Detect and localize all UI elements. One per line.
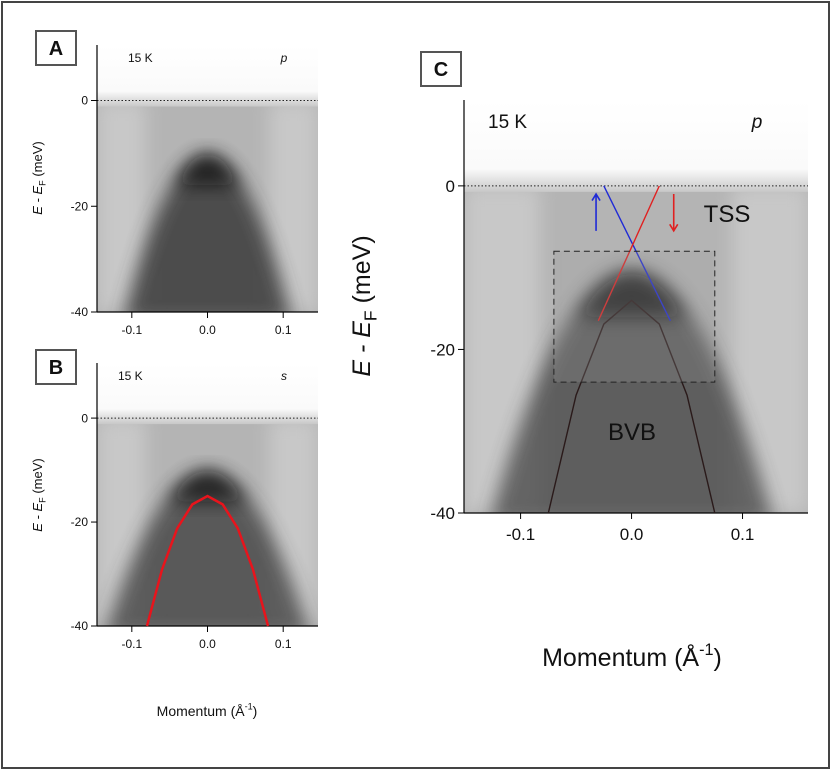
- y-title-unit: (meV): [30, 141, 45, 180]
- x-title-main: Momentum (Å: [542, 642, 699, 672]
- x-title-end: ): [253, 703, 258, 719]
- band-core: [168, 470, 247, 502]
- x-title-main: Momentum (Å: [157, 703, 246, 719]
- y-axis-title: E - EF (meV): [30, 458, 47, 531]
- y-title-unit: (meV): [30, 458, 45, 497]
- y-tick-label: -20: [430, 340, 455, 359]
- spin-arrow-down: [669, 194, 679, 233]
- above-fermi: [97, 45, 318, 107]
- x-tick-label: 0.0: [199, 323, 216, 337]
- dispersion-curve: [145, 494, 270, 627]
- panel-letter: B: [49, 357, 63, 379]
- panel: -40 -20 0 -0.1 0.0 0.1 B 15 K s E - EF (meV) Momen…: [30, 349, 318, 719]
- x-tick-label: 0.1: [731, 525, 755, 544]
- y-tick-label: -40: [71, 305, 89, 319]
- y-title-sub: F: [37, 497, 47, 503]
- x-title-end: ): [714, 644, 722, 672]
- x-tick-label: -0.1: [121, 637, 142, 651]
- annotation: s: [281, 369, 287, 383]
- panel-letter-box: [420, 51, 462, 87]
- x-axis-title: Momentum (Å-1): [157, 702, 258, 719]
- x-tick-label: -0.1: [121, 323, 142, 337]
- y-axis-title: E - EF (meV): [30, 141, 47, 214]
- y-title-sub: F: [37, 180, 47, 186]
- panel: -40 -20 0 -0.1 0.0 0.1 A 15 K p E - EF (meV): [30, 30, 318, 337]
- y-title-unit: (meV): [348, 235, 376, 310]
- y-tick-label: -20: [71, 515, 89, 529]
- x-tick-label: 0.0: [199, 637, 216, 651]
- annotation: 15 K: [128, 51, 153, 65]
- y-tick-label: -20: [71, 199, 89, 213]
- band-core: [175, 153, 240, 186]
- y-tick-label: 0: [81, 411, 88, 425]
- y-axis-title: E - EF (meV): [348, 235, 380, 376]
- dispersion-curve: [597, 185, 660, 322]
- y-tick-label: 0: [81, 94, 88, 108]
- x-title-sup: -1: [699, 641, 713, 659]
- x-title-sup: -1: [245, 702, 253, 712]
- spectrum-image: [97, 363, 318, 626]
- band-glow: [125, 156, 290, 312]
- panel-letter: A: [49, 38, 63, 60]
- zoom-region: [553, 250, 716, 383]
- dispersion-curve: [603, 185, 672, 322]
- dispersion-curve: [547, 299, 716, 514]
- y-tick-label: 0: [446, 177, 455, 196]
- panel-letter-box: [35, 30, 77, 66]
- x-tick-label: 0.1: [275, 323, 292, 337]
- annotation: p: [751, 112, 763, 133]
- x-axis-title: Momentum (Å-1): [542, 641, 722, 672]
- y-title-main: E - E: [30, 503, 45, 532]
- annotation: 15 K: [118, 369, 143, 383]
- spectrum-image: [97, 45, 318, 312]
- x-tick-label: 0.0: [620, 525, 644, 544]
- panel-letter: C: [434, 59, 448, 81]
- panel-letter-box: [35, 349, 77, 385]
- spin-arrow-up: [591, 192, 601, 231]
- panel: -40 -20 0 -0.1 0.0 0.1 C 15 K p TSS BVB E - EF (meV…: [348, 51, 808, 672]
- above-fermi: [97, 363, 318, 425]
- y-title-main: E - E: [348, 321, 376, 377]
- annotation: p: [280, 51, 288, 65]
- y-title-main: E - E: [30, 186, 45, 215]
- y-tick-label: -40: [71, 619, 89, 633]
- annotation: 15 K: [488, 112, 527, 133]
- annotation: TSS: [704, 201, 751, 228]
- y-tick-label: -40: [430, 504, 455, 523]
- x-tick-label: 0.1: [275, 637, 292, 651]
- y-title-sub: F: [360, 310, 380, 321]
- x-tick-label: -0.1: [506, 525, 535, 544]
- above-fermi: [464, 100, 808, 192]
- spectrum-image: [464, 100, 808, 513]
- annotation: BVB: [608, 419, 656, 446]
